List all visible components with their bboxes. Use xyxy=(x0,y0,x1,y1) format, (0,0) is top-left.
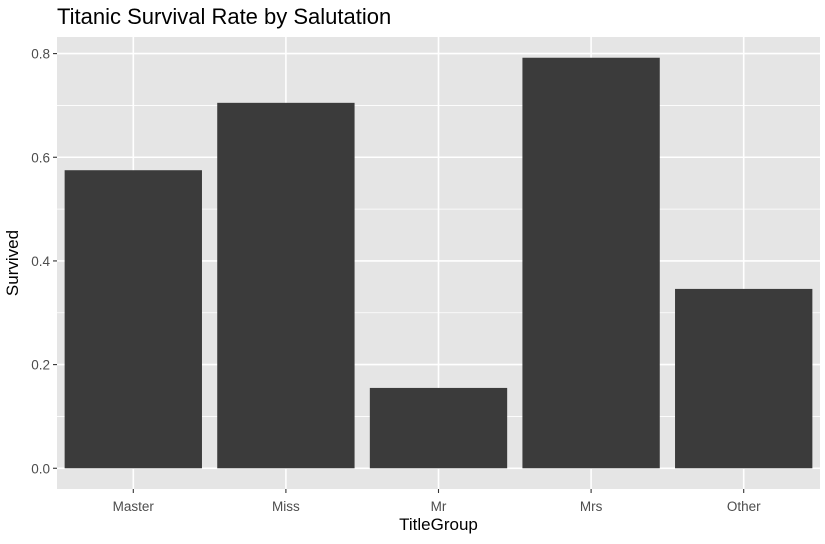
y-axis-title: Survived xyxy=(3,230,22,296)
x-axis: Master Miss Mr Mrs Other xyxy=(113,489,761,514)
x-tick-label: Mr xyxy=(431,499,447,514)
bar-miss xyxy=(217,102,355,469)
x-tick-label: Master xyxy=(113,499,155,514)
x-tick-label: Other xyxy=(727,499,761,514)
bar-other xyxy=(675,288,813,469)
y-tick-label: 0.0 xyxy=(31,461,50,476)
chart-title: Titanic Survival Rate by Salutation xyxy=(57,4,391,29)
y-tick-label: 0.4 xyxy=(31,254,50,269)
bar-mrs xyxy=(522,57,660,469)
bars xyxy=(64,57,813,469)
y-tick-label: 0.6 xyxy=(31,150,50,165)
bar-master xyxy=(64,170,202,469)
y-tick-label: 0.8 xyxy=(31,47,50,62)
x-tick-label: Miss xyxy=(272,499,300,514)
y-axis: 0.0 0.2 0.4 0.6 0.8 xyxy=(31,47,57,476)
y-tick-label: 0.2 xyxy=(31,358,50,373)
x-tick-label: Mrs xyxy=(580,499,603,514)
bar-mr xyxy=(369,387,508,469)
x-axis-title: TitleGroup xyxy=(399,515,478,534)
